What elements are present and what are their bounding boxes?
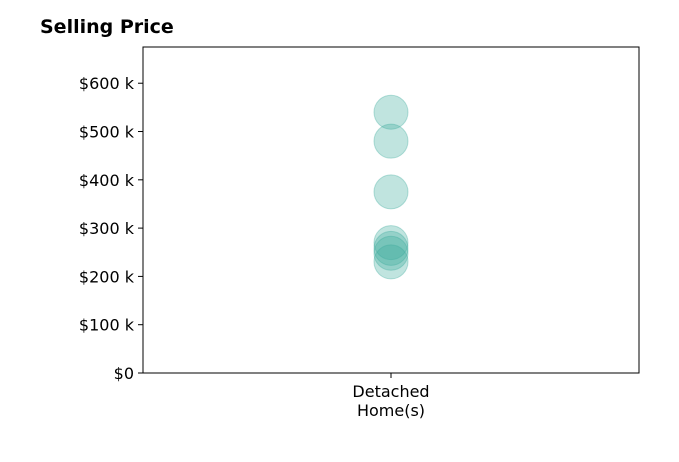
x-axis: Detached Home(s) — [352, 373, 430, 420]
data-point — [373, 123, 409, 159]
data-point — [373, 230, 409, 266]
y-tick-label: $0 — [114, 364, 134, 383]
y-tick-label: $400 k — [79, 171, 135, 190]
data-point — [373, 174, 409, 210]
x-tick-label: Detached Home(s) — [352, 382, 429, 420]
y-tick-label: $600 k — [79, 74, 135, 93]
chart-title: Selling Price — [40, 16, 174, 38]
y-tick-label: $200 k — [79, 267, 135, 286]
y-tick-label: $100 k — [79, 316, 135, 335]
y-tick-label: $300 k — [79, 219, 135, 238]
data-points — [373, 94, 409, 280]
data-point — [373, 235, 409, 271]
y-axis: $0 $100 k $200 k $300 k $400 k $500 k $600 k — [79, 74, 143, 383]
data-point — [373, 225, 409, 261]
data-point — [373, 94, 409, 130]
data-point — [373, 244, 409, 280]
y-tick-label: $500 k — [79, 123, 135, 142]
